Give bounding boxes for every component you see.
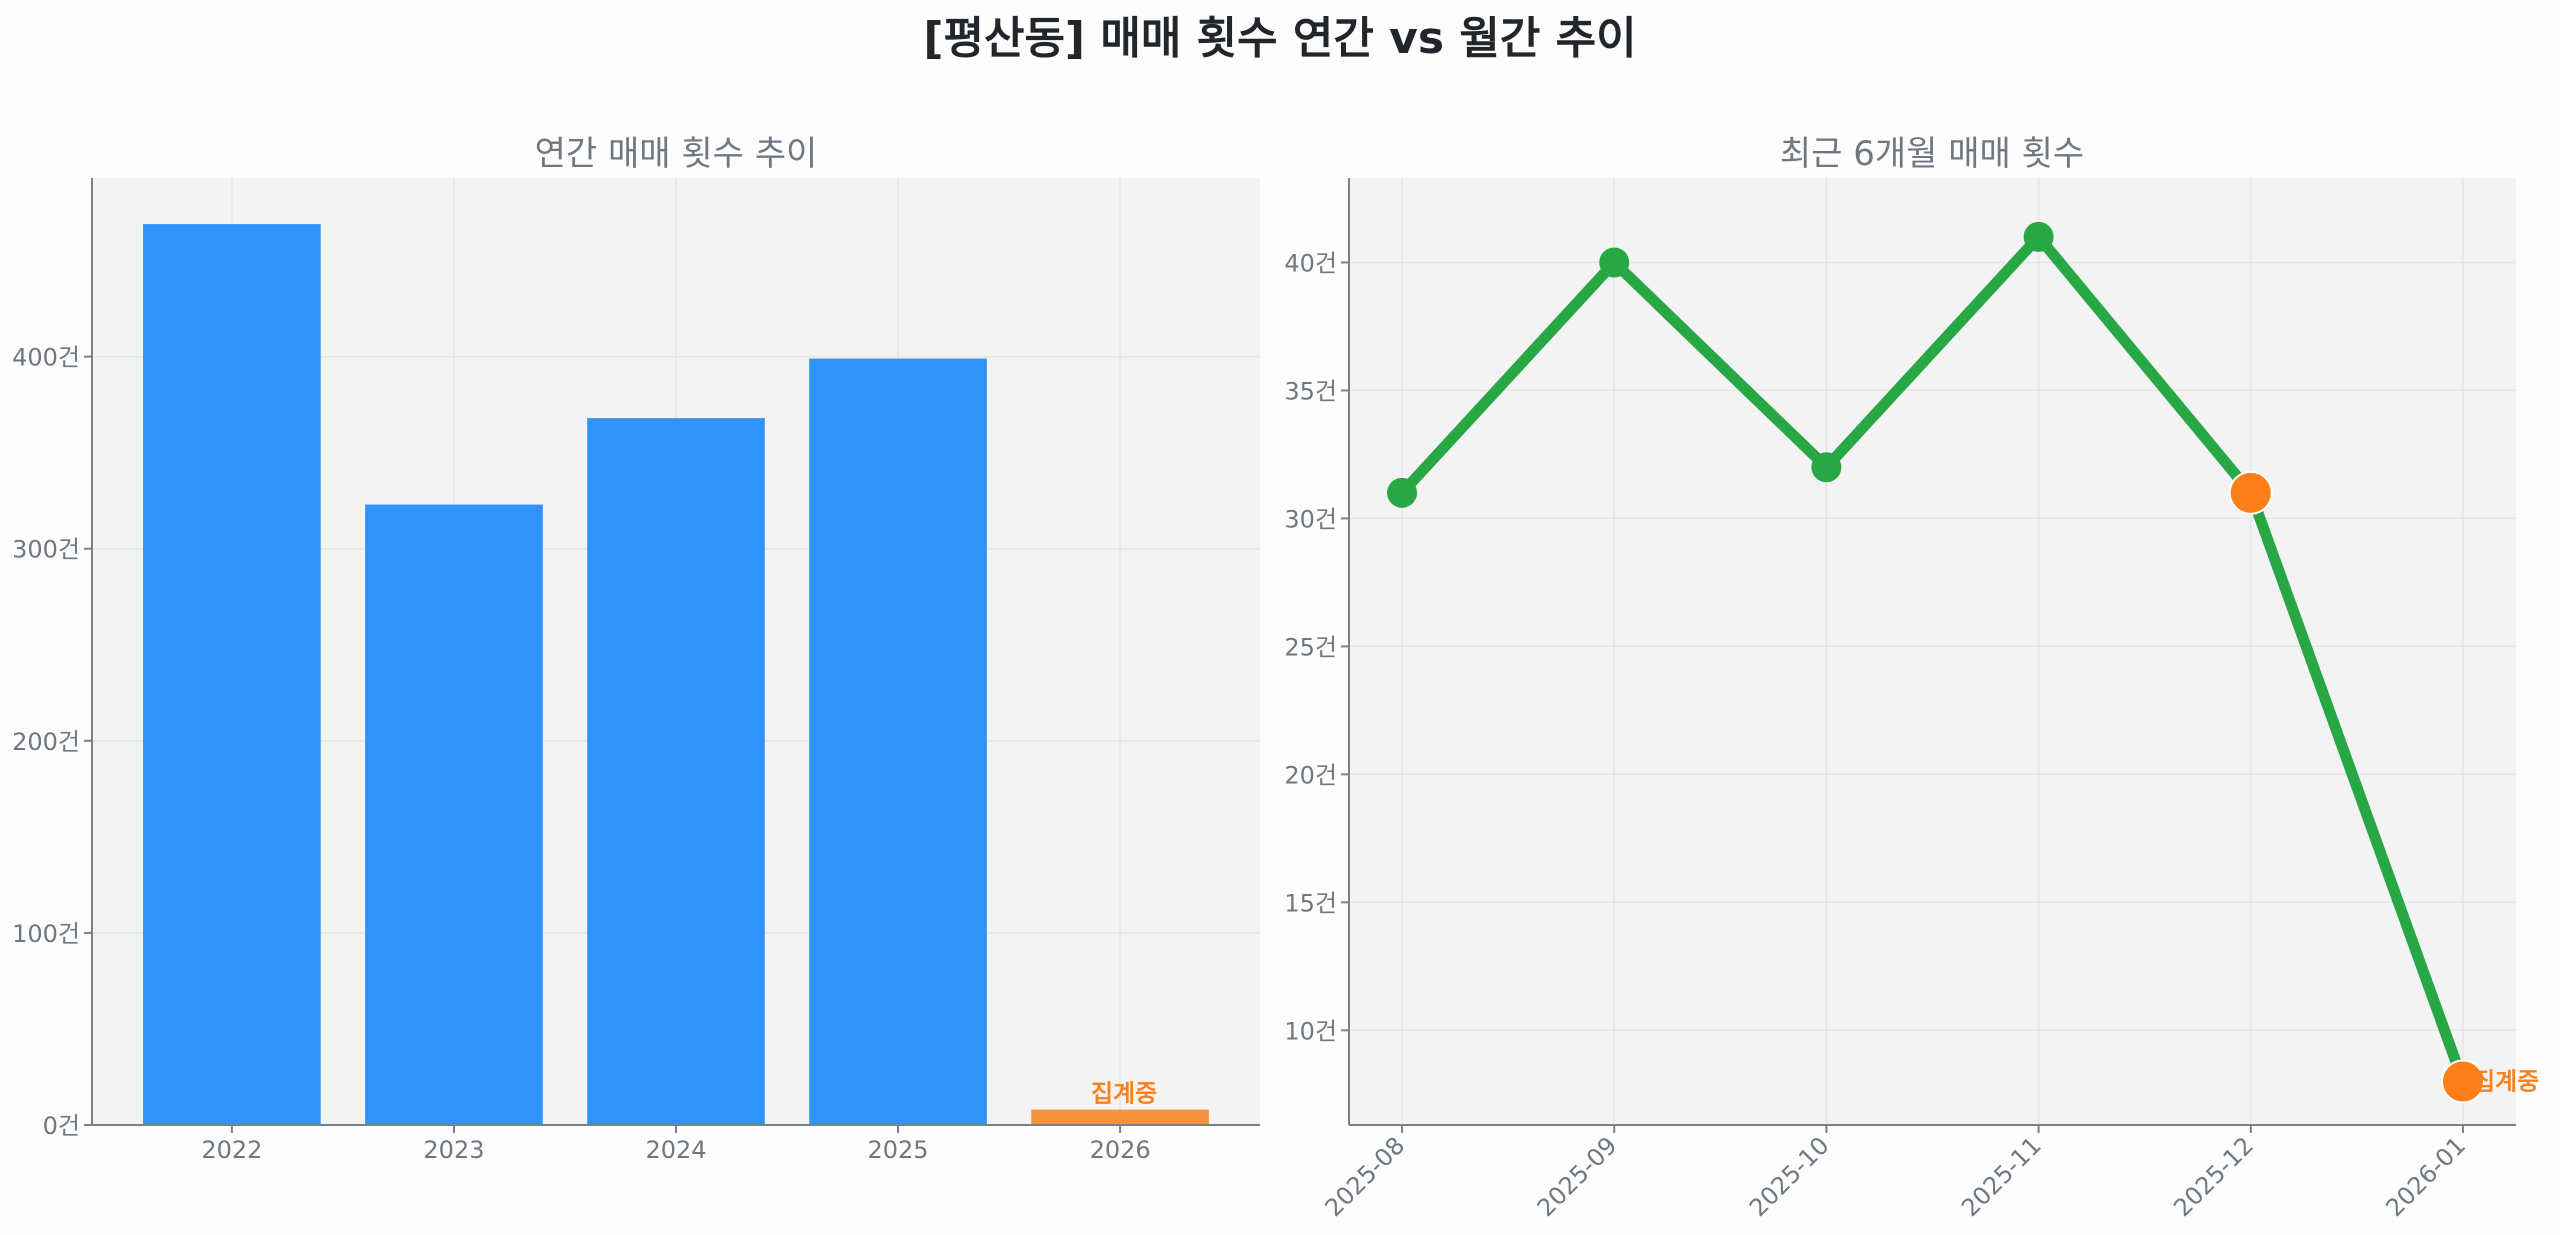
y-tick-label: 15건 — [1284, 889, 1337, 917]
grid-lines — [1349, 178, 2516, 1125]
highlight-marker-2025-12 — [2228, 470, 2273, 515]
x-tick-label: 2025-09 — [1532, 1131, 1623, 1222]
marker-2025-08 — [1387, 477, 1418, 508]
y-tick-label: 10건 — [1284, 1017, 1337, 1045]
marker-2025-09 — [1599, 247, 1630, 278]
trade-count-line — [1398, 231, 2469, 1084]
line-series — [1387, 221, 2485, 1104]
x-tick-label: 2026-01 — [2380, 1131, 2471, 1222]
y-tick-label: 20건 — [1284, 761, 1337, 789]
bar-2025 — [809, 358, 987, 1125]
y-tick-label: 25건 — [1284, 633, 1337, 661]
y-tick-label: 30건 — [1284, 505, 1337, 533]
bar-2023 — [365, 504, 543, 1125]
x-tick-label: 2025-08 — [1320, 1131, 1411, 1222]
bar-2022 — [143, 224, 321, 1125]
monthly-line-chart: 집계중 10건 15건 20건 25건 30건 35건 40건 2025-08 2025-09… — [1284, 134, 2539, 1222]
annotations: 집계중 — [2473, 1067, 2539, 1095]
figure-title: [평산동] 매매 횟수 연간 vs 월간 추이 — [923, 13, 1637, 64]
x-tick-label: 2025 — [868, 1136, 929, 1164]
x-tick-label: 2025-11 — [1956, 1131, 2047, 1222]
y-tick-label: 300건 — [12, 536, 80, 564]
y-tick-label: 35건 — [1284, 377, 1337, 405]
x-axis-ticks: 2025-08 2025-09 2025-10 2025-11 2025-12 2026-… — [1320, 1125, 2471, 1222]
y-tick-label: 200건 — [12, 728, 80, 756]
y-tick-label: 400건 — [12, 344, 80, 372]
x-tick-label: 2026 — [1090, 1136, 1151, 1164]
x-tick-label: 2023 — [423, 1136, 484, 1164]
marker-2025-11 — [2023, 221, 2054, 252]
axes-background — [1349, 178, 2516, 1125]
monthly-chart-title: 최근 6개월 매매 횟수 — [1780, 134, 2084, 174]
y-axis-ticks: 10건 15건 20건 25건 30건 35건 40건 — [1284, 249, 1349, 1045]
y-tick-label: 100건 — [12, 920, 80, 948]
x-tick-label: 2022 — [201, 1136, 262, 1164]
x-tick-label: 2025-10 — [1744, 1131, 1835, 1222]
bars — [143, 224, 1209, 1125]
bar-2026 — [1031, 1109, 1209, 1125]
annotations: 집계중 — [1091, 1080, 1157, 1108]
y-tick-label: 0건 — [43, 1112, 80, 1140]
annual-chart-title: 연간 매매 횟수 추이 — [535, 134, 818, 174]
highlight-marker-2026-01 — [2440, 1059, 2485, 1104]
in-progress-label: 집계중 — [2473, 1067, 2539, 1095]
bar-2024 — [587, 418, 765, 1125]
x-axis-ticks: 2022 2023 2024 2025 2026 — [201, 1125, 1151, 1164]
y-axis-ticks: 0건 100건 200건 300건 400건 — [12, 344, 92, 1140]
in-progress-label: 집계중 — [1091, 1080, 1157, 1108]
x-tick-label: 2025-12 — [2168, 1131, 2259, 1222]
y-tick-label: 40건 — [1284, 249, 1337, 277]
marker-2025-10 — [1811, 452, 1842, 483]
x-tick-label: 2024 — [645, 1136, 706, 1164]
